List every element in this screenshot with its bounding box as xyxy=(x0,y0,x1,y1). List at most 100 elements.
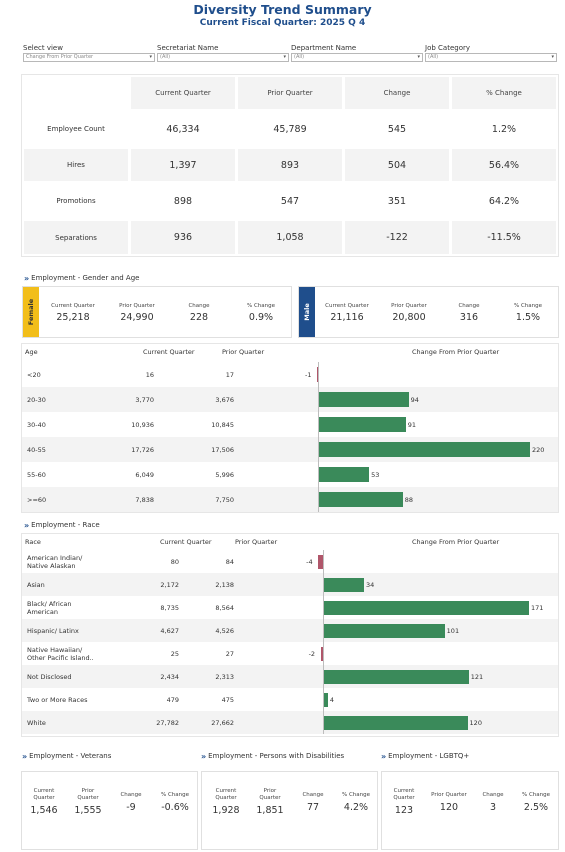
race-change-bar xyxy=(323,623,445,638)
filter-label: Secretariat Name xyxy=(157,44,219,52)
age-row-label: >=60 xyxy=(27,495,47,504)
veterans-panel: Current Quarter 1,546 Prior Quarter 1,555 … xyxy=(21,771,198,850)
panel-value: 123 xyxy=(394,805,414,816)
race-row: Black/ African American 8,735 8,564 171 xyxy=(22,596,558,619)
summary-row-label: Promotions xyxy=(56,197,96,205)
age-prior-value: 10,845 xyxy=(211,420,234,429)
race-change-bar xyxy=(323,600,529,615)
age-prior-value: 7,750 xyxy=(215,495,234,504)
age-current-value: 7,838 xyxy=(135,495,154,504)
race-header-prior: Prior Quarter xyxy=(235,538,278,546)
race-current-value: 25 xyxy=(170,649,179,658)
summary-value: 1.2% xyxy=(491,123,517,135)
panel-value: 1,928 xyxy=(212,805,240,816)
summary-value: -11.5% xyxy=(487,232,521,243)
race-current-value: 27,782 xyxy=(156,718,179,727)
race-current-value: 2,434 xyxy=(160,672,179,681)
summary-value: 46,334 xyxy=(166,123,200,135)
race-row-label: White xyxy=(27,718,46,727)
section-title: Employment - Race xyxy=(31,521,100,529)
gender-value: 20,800 xyxy=(392,312,426,323)
gender-col-header: Prior Quarter xyxy=(391,303,427,309)
summary-value: 56.4% xyxy=(488,159,520,171)
age-change-bar xyxy=(318,392,409,407)
race-row-label: Black/ African American xyxy=(27,599,72,616)
panel-value: 1,555 xyxy=(74,805,102,816)
panel-value: -0.6% xyxy=(161,802,189,813)
job-category-dropdown[interactable]: (All) ▾ xyxy=(425,53,557,62)
race-zero-axis xyxy=(323,550,324,734)
double-chevron-right-icon: » xyxy=(22,751,27,761)
male-panel: Male Current Quarter 21,116 Prior Quarter… xyxy=(298,286,559,338)
summary-value: 936 xyxy=(173,232,193,243)
race-row-label: Hispanic/ Latinx xyxy=(27,626,79,635)
section-title: Employment - LGBTQ+ xyxy=(388,752,470,760)
dropdown-value: Change From Prior Quarter xyxy=(26,54,94,60)
age-change-label: 91 xyxy=(407,420,416,429)
select-view-dropdown[interactable]: Change From Prior Quarter ▾ xyxy=(23,53,155,62)
age-row-label: 40-55 xyxy=(27,445,46,454)
race-change-bar xyxy=(323,692,328,707)
age-header-label: Age xyxy=(25,348,38,356)
panel-col-header: Prior Quarter xyxy=(431,792,467,798)
male-label: Male xyxy=(303,303,311,321)
summary-value: 547 xyxy=(280,195,300,207)
race-row-label: Not Disclosed xyxy=(27,672,72,681)
gender-value: 21,116 xyxy=(330,312,364,323)
gender-col-header: Change xyxy=(188,303,210,309)
age-row: <20 16 17 -1 xyxy=(22,362,558,387)
race-row-label: Two or More Races xyxy=(27,695,88,704)
section-header-disabilities: » Employment - Persons with Disabilities xyxy=(201,751,344,761)
gender-col-header: Current Quarter xyxy=(325,303,369,309)
age-current-value: 10,936 xyxy=(131,420,154,429)
summary-header: Current Quarter xyxy=(155,89,211,97)
panel-value: 2.5% xyxy=(523,802,549,813)
section-header-veterans: » Employment - Veterans xyxy=(22,751,111,761)
secretariat-dropdown[interactable]: (All) ▾ xyxy=(157,53,289,62)
race-prior-value: 8,564 xyxy=(215,603,234,612)
age-row-label: 55-60 xyxy=(27,470,46,479)
race-prior-value: 27 xyxy=(225,649,234,658)
race-row: White 27,782 27,662 120 xyxy=(22,711,558,734)
summary-row-label: Separations xyxy=(55,233,97,242)
race-header-change: Change From Prior Quarter xyxy=(412,538,500,546)
race-change-label: 120 xyxy=(469,718,482,727)
department-dropdown[interactable]: (All) ▾ xyxy=(291,53,423,62)
age-change-label: 53 xyxy=(371,470,380,479)
caret-down-icon: ▾ xyxy=(283,54,286,60)
age-prior-value: 17,506 xyxy=(211,445,234,454)
race-change-label: 171 xyxy=(531,603,544,612)
race-change-bar xyxy=(318,554,323,569)
summary-value: 45,789 xyxy=(273,123,307,135)
panel-value: 120 xyxy=(439,802,459,813)
summary-header: Change xyxy=(383,89,411,97)
caret-down-icon: ▾ xyxy=(417,54,420,60)
panel-value: 4.2% xyxy=(343,802,369,813)
female-tab: Female xyxy=(23,287,39,337)
section-title: Employment - Veterans xyxy=(29,752,112,760)
summary-header: Prior Quarter xyxy=(267,89,313,97)
race-table: Race Current Quarter Prior Quarter Chang… xyxy=(21,533,559,737)
age-row: 55-60 6,049 5,996 53 xyxy=(22,462,558,487)
panel-col-header: Change xyxy=(120,792,142,798)
gender-col-header: Prior Quarter xyxy=(119,303,155,309)
age-current-value: 6,049 xyxy=(135,470,154,479)
page-title: Diversity Trend Summary xyxy=(193,2,372,17)
race-prior-value: 27,662 xyxy=(211,718,234,727)
race-current-value: 8,735 xyxy=(160,603,179,612)
summary-table: Current Quarter Prior Quarter Change % C… xyxy=(21,74,559,257)
race-current-value: 80 xyxy=(170,557,179,566)
race-prior-value: 2,138 xyxy=(215,580,234,589)
panel-value: 3 xyxy=(489,802,497,813)
race-change-label: -2 xyxy=(308,649,316,658)
section-title: Employment - Gender and Age xyxy=(31,274,140,282)
race-current-value: 2,172 xyxy=(160,580,179,589)
panel-value: 1,546 xyxy=(30,805,58,816)
age-row-label: 30-40 xyxy=(27,420,46,429)
age-change-bar xyxy=(318,442,530,457)
age-change-label: 94 xyxy=(410,395,419,404)
age-change-label: 88 xyxy=(404,495,414,504)
race-row: Asian 2,172 2,138 34 xyxy=(22,573,558,596)
race-row: Two or More Races 479 475 4 xyxy=(22,688,558,711)
race-row-label: Native Hawaiian/ Other Pacific Island.. xyxy=(27,645,94,662)
